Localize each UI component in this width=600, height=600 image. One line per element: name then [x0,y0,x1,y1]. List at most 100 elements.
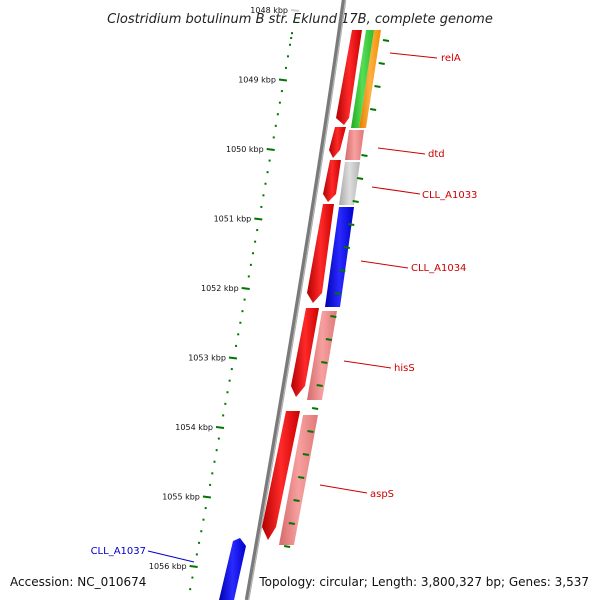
topology-text: Topology: circular; Length: 3,800,327 bp… [258,575,589,589]
gene-track [279,30,381,545]
minor-tick [268,159,271,162]
tick-label: 1053 kbp [188,354,226,363]
major-tick [290,9,300,12]
minor-tick [249,263,252,266]
outer-dash [321,361,328,364]
minor-tick [290,32,293,35]
minor-tick [286,55,289,58]
minor-tick [278,101,281,104]
minor-tick [264,182,267,185]
minor-tick [252,252,255,255]
minor-tick [189,588,192,591]
outer-dash [283,545,291,548]
cds-aspS [262,411,300,540]
outer-dash [369,108,377,111]
cds-dtd [329,127,346,158]
major-tick [215,426,225,429]
minor-tick [284,66,287,69]
outer-dash [302,453,310,456]
minor-tick [230,368,233,371]
outer-dash [343,246,350,249]
gene-aspS [279,415,318,545]
minor-tick [202,518,205,521]
leader-CLL_A1034 [360,260,409,269]
outer-dash [378,62,385,65]
minor-tick [254,240,257,243]
outer-dash [339,269,346,272]
label-dtd: dtd [428,149,445,160]
minor-tick [239,321,242,324]
major-tick [266,148,275,151]
outer-dash [325,338,333,341]
outer-dash [311,407,319,410]
map-title: Clostridium botulinum B str. Eklund 17B,… [107,12,493,27]
outer-dash [298,476,305,479]
gene-labels: relA dtd CLL_A1033 CLL_A1034 hisS aspS C… [91,52,477,563]
major-tick [228,356,238,360]
accession-text: Accession: NC_010674 [10,575,146,589]
outer-dash [356,177,364,180]
label-CLL_A1037: CLL_A1037 [91,546,146,557]
cds-track [219,30,362,600]
cds-relA [336,30,362,125]
minor-tick [195,553,198,556]
minor-tick [191,576,194,579]
minor-tick [243,298,246,301]
cds-CLL_A1034 [307,204,334,303]
minor-tick [226,391,229,394]
leader-aspS [319,484,368,494]
minor-tick [215,449,218,452]
label-CLL_A1034: CLL_A1034 [411,263,466,274]
minor-tick [224,402,227,405]
tick-label: 1056 kbp [149,562,187,571]
leader-hisS [343,360,392,369]
tick-label: 1048 kbp [250,6,288,15]
outer-dash [330,315,337,318]
minor-tick [256,229,259,232]
minor-tick [211,472,214,475]
minor-tick [241,310,244,313]
tick-label: 1054 kbp [175,423,213,432]
label-CLL_A1033: CLL_A1033 [422,190,477,201]
minor-tick [222,414,225,417]
major-tick [254,217,263,221]
tick-label: 1055 kbp [162,493,200,502]
leader-CLL_A1033 [371,186,421,195]
minor-tick [293,20,296,23]
outer-dash [334,292,342,295]
major-tick [278,78,288,82]
minor-tick [247,275,250,278]
leader-CLL_A1037 [147,550,195,563]
tick-label: 1049 kbp [238,76,276,85]
tick-label: 1052 kbp [201,284,239,293]
minor-tick-dots [189,20,296,591]
leader-dtd [377,147,426,155]
minor-tick [213,460,216,463]
outer-dash [348,223,355,226]
gene-dtd [345,130,364,160]
minor-tick [276,113,279,116]
gene-hisS [307,311,337,400]
genome-backbone [244,0,347,600]
outer-dash [352,200,359,203]
minor-tick [217,437,220,440]
label-relA: relA [441,53,461,64]
major-tick [202,495,212,499]
major-tick [189,565,198,568]
gene-relA-green [351,30,374,128]
minor-tick [235,344,238,347]
outer-dash [361,154,368,157]
gene-relA-orange [359,30,381,128]
cds-CLL_A1037 [219,538,246,600]
minor-tick [266,171,269,174]
minor-tick [272,136,275,139]
outer-dash [307,430,314,433]
minor-tick [237,333,240,336]
minor-tick [198,541,201,544]
tick-label: 1051 kbp [214,215,252,224]
label-hisS: hisS [394,363,415,374]
minor-tick [274,124,277,127]
tick-label: 1050 kbp [226,145,264,154]
outer-dash [382,39,390,42]
